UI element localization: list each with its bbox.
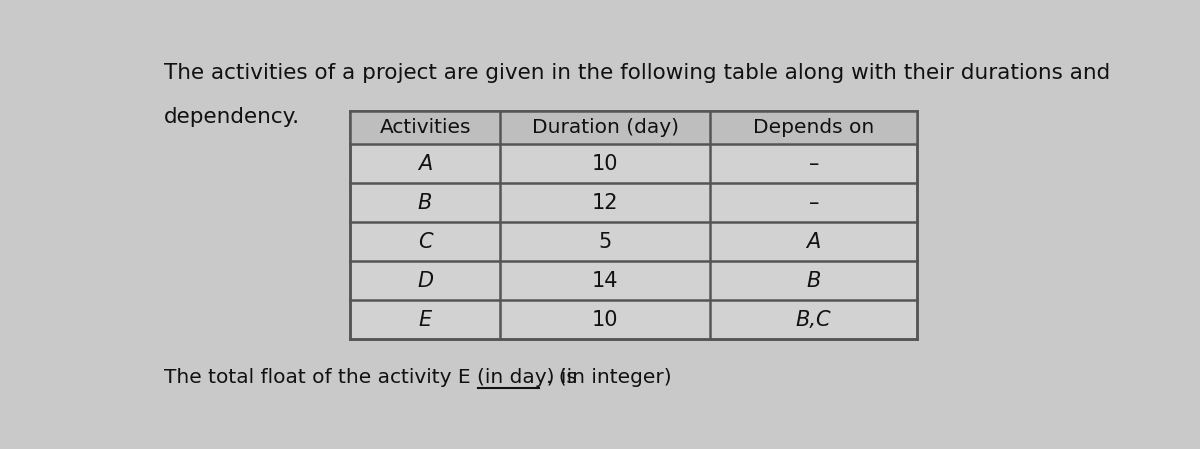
Text: 14: 14: [592, 271, 618, 291]
Text: B,C: B,C: [796, 310, 832, 330]
Text: D: D: [418, 271, 433, 291]
Text: –: –: [809, 154, 818, 173]
FancyBboxPatch shape: [350, 111, 917, 144]
Text: dependency.: dependency.: [164, 107, 300, 128]
FancyBboxPatch shape: [350, 111, 917, 339]
Text: The total float of the activity E (in day) is: The total float of the activity E (in da…: [164, 369, 583, 387]
Text: Duration (day): Duration (day): [532, 118, 679, 137]
Text: A: A: [806, 232, 821, 251]
Text: Activities: Activities: [379, 118, 470, 137]
Text: 10: 10: [592, 154, 618, 173]
Text: –: –: [809, 193, 818, 212]
Text: 5: 5: [599, 232, 612, 251]
Text: . (in integer): . (in integer): [546, 369, 672, 387]
Text: 12: 12: [592, 193, 618, 212]
Text: 10: 10: [592, 310, 618, 330]
Text: C: C: [418, 232, 432, 251]
Text: The activities of a project are given in the following table along with their du: The activities of a project are given in…: [164, 62, 1110, 83]
Text: B: B: [418, 193, 432, 212]
Text: E: E: [419, 310, 432, 330]
Text: B: B: [806, 271, 821, 291]
Text: A: A: [418, 154, 432, 173]
Text: Depends on: Depends on: [754, 118, 875, 137]
